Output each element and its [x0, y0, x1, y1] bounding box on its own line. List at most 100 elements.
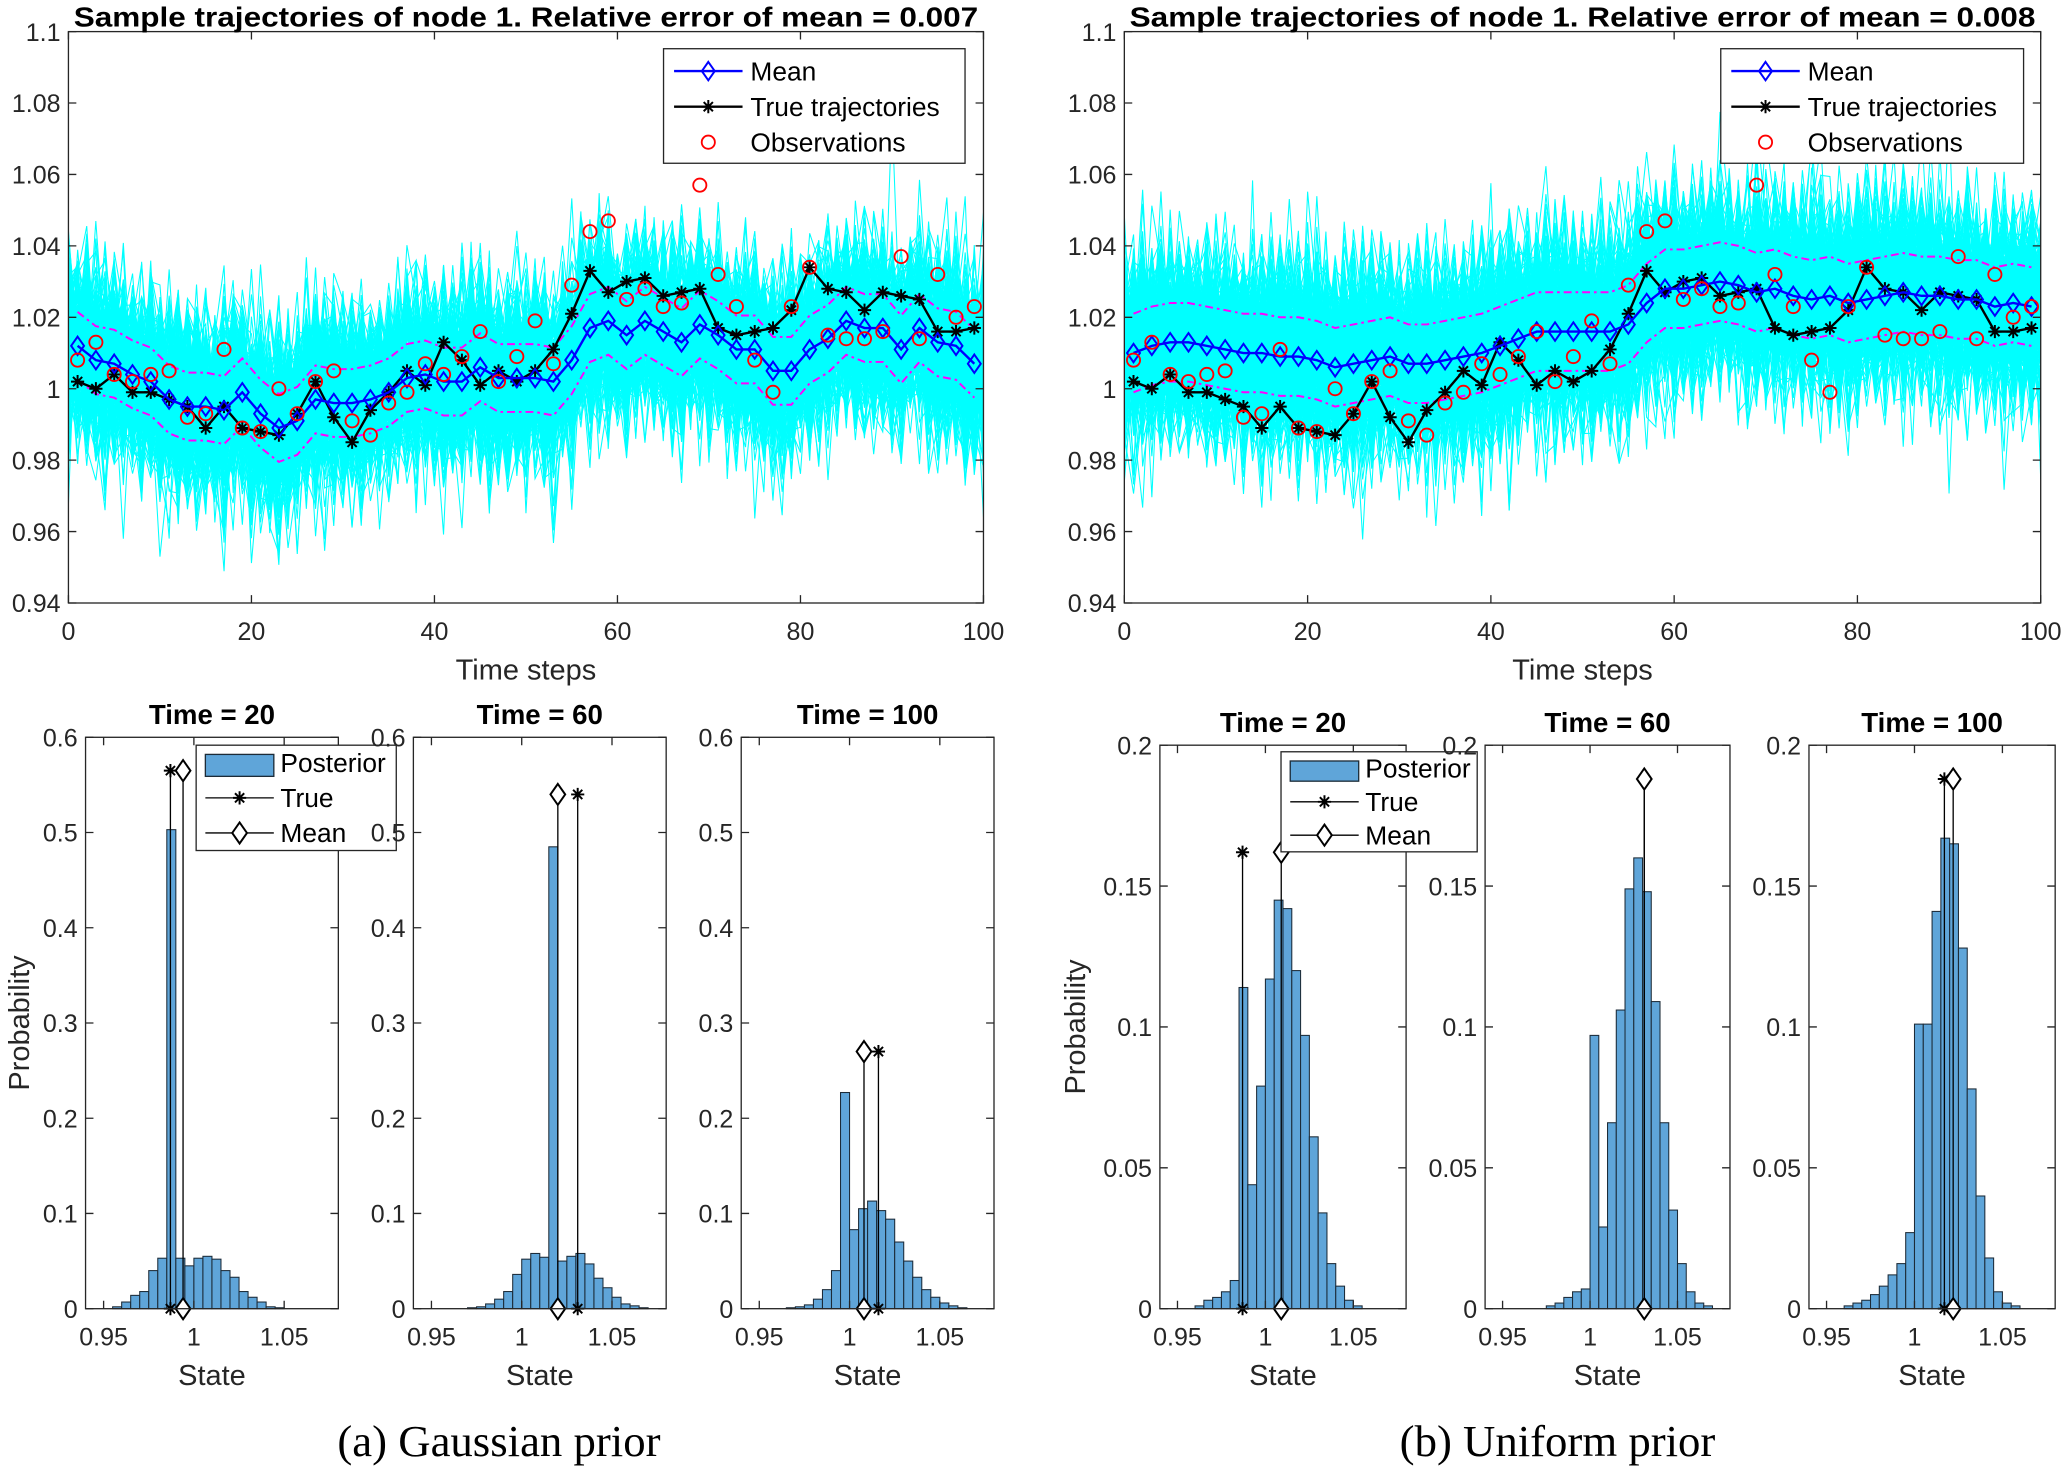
observation-point: [1804, 352, 1820, 368]
true-trajectory-marker: [455, 353, 469, 367]
histogram-panel-5: 0 0.05 0.1 0.15 0.2 0.95 1 1.05 Time = 60 State: [1429, 707, 1731, 1392]
observation-point: [966, 299, 982, 315]
true-trajectory-marker: [656, 289, 670, 303]
true-trajectory-marker: [839, 285, 853, 299]
confidence-band-lower: [76, 353, 976, 464]
observation-point: [1199, 366, 1215, 382]
legend-diamond-icon: [231, 820, 249, 846]
mean-marker: [1968, 288, 1985, 311]
true-marker-top: [1235, 845, 1250, 859]
posterior-bar: [521, 1258, 532, 1310]
true-trajectory-marker: [601, 285, 615, 299]
observation-point: [399, 384, 415, 400]
true-trajectory-marker: [1603, 342, 1617, 357]
observation-point: [545, 356, 561, 372]
observation-point: [1639, 224, 1655, 240]
true-marker-top: [871, 1044, 886, 1059]
histogram-panel-4: 0 0.05 0.1 0.15 0.2 0.95 1 1.05 Time = 20 State Pr…: [1060, 707, 1478, 1392]
mean-marker: [820, 327, 836, 350]
posterior-bar: [1598, 1226, 1609, 1310]
mean-marker: [1584, 320, 1600, 343]
y-tick-label: 1.06: [12, 162, 61, 190]
posterior-bar: [238, 1291, 249, 1310]
observation-point: [820, 327, 836, 343]
true-trajectory-marker: [89, 382, 103, 396]
mean-marker: [509, 367, 525, 389]
observation-point: [1895, 331, 1911, 347]
observation-point: [1932, 324, 1948, 340]
observation-point: [1437, 395, 1453, 411]
mean-marker: [1364, 349, 1380, 372]
sample-trajectory-line: [1124, 198, 2041, 461]
observation-point: [216, 341, 232, 357]
y-tick-label: 1.1: [1082, 19, 1117, 47]
y-tick-label: 0.3: [43, 1010, 78, 1038]
posterior-bar: [821, 1289, 833, 1310]
legend-diamond-icon: [1757, 60, 1774, 83]
observation-point: [1987, 266, 2003, 282]
y-tick-label: 1.04: [12, 233, 61, 261]
legend-asterisk-icon: [1758, 100, 1773, 114]
observation-point: [1602, 356, 1618, 372]
posterior-bar: [830, 1270, 842, 1310]
legend: Mean True trajectories Observations: [662, 48, 966, 164]
posterior-bar: [166, 829, 177, 1310]
posterior-bar: [867, 1200, 878, 1310]
legend-label: Observations: [1808, 127, 1963, 157]
observation-point: [289, 406, 305, 422]
observation-point: [1840, 299, 1856, 315]
mean-marker: [1327, 356, 1343, 379]
mean-marker: [527, 367, 543, 389]
true-trajectory-marker: [1914, 303, 1929, 317]
observation-point: [1730, 295, 1746, 311]
sample-trajectory-line: [68, 213, 984, 572]
mean-marker: [1639, 292, 1655, 314]
y-tick-label: 0.2: [1117, 732, 1152, 760]
mean-marker: [1657, 277, 1673, 300]
true-trajectory-marker: [876, 285, 890, 299]
observation-point: [911, 331, 927, 347]
observation-point: [124, 374, 140, 390]
y-tick-label: 0.05: [1103, 1155, 1152, 1183]
posterior-bar: [885, 1218, 896, 1310]
mean-marker: [1748, 281, 1765, 304]
posterior-bar: [1607, 1122, 1617, 1310]
observation-point: [179, 409, 195, 425]
observation-point: [1822, 384, 1838, 400]
legend-label: True trajectories: [1808, 92, 1997, 122]
true-trajectory-marker: [1236, 399, 1251, 414]
y-tick-label: 0.6: [371, 725, 406, 753]
true-trajectory-marker: [1493, 335, 1507, 349]
mean-marker: [1400, 352, 1417, 375]
chart-title: Sample trajectories of node 1. Relative …: [1130, 1, 2036, 32]
true-trajectory-marker: [711, 321, 725, 335]
posterior-bar: [256, 1301, 267, 1310]
y-tick-label: 0.6: [43, 725, 78, 753]
x-tick-label: 1: [1908, 1324, 1922, 1352]
y-tick-label: 0.2: [699, 1105, 734, 1133]
mean-marker: [1547, 320, 1563, 343]
observation-point: [362, 427, 378, 443]
legend-asterisk-icon: [233, 791, 247, 805]
y-tick-label: 1.02: [12, 305, 61, 333]
true-trajectory-marker: [473, 378, 487, 392]
posterior-bar: [903, 1260, 914, 1310]
sample-trajectory-line: [1124, 199, 2041, 458]
x-axis-label: State: [178, 1360, 246, 1392]
observation-point: [381, 395, 397, 411]
mean-marker: [1675, 277, 1691, 300]
mean-marker: [801, 338, 818, 361]
mean-marker: [911, 317, 928, 339]
x-tick-label: 1.05: [260, 1324, 309, 1352]
posterior-bar: [148, 1270, 159, 1310]
posterior-bar: [1633, 857, 1644, 1310]
y-tick-label: 0.96: [12, 519, 61, 547]
legend-circle-icon: [1758, 134, 1774, 150]
observation-point: [783, 299, 799, 315]
x-tick-label: 80: [1844, 618, 1872, 646]
true-marker-top: [1937, 772, 1951, 786]
y-tick-label: 1.1: [26, 19, 61, 47]
mean-marker: [1345, 352, 1362, 375]
observation-point: [619, 291, 635, 307]
observation-point: [1749, 177, 1765, 193]
